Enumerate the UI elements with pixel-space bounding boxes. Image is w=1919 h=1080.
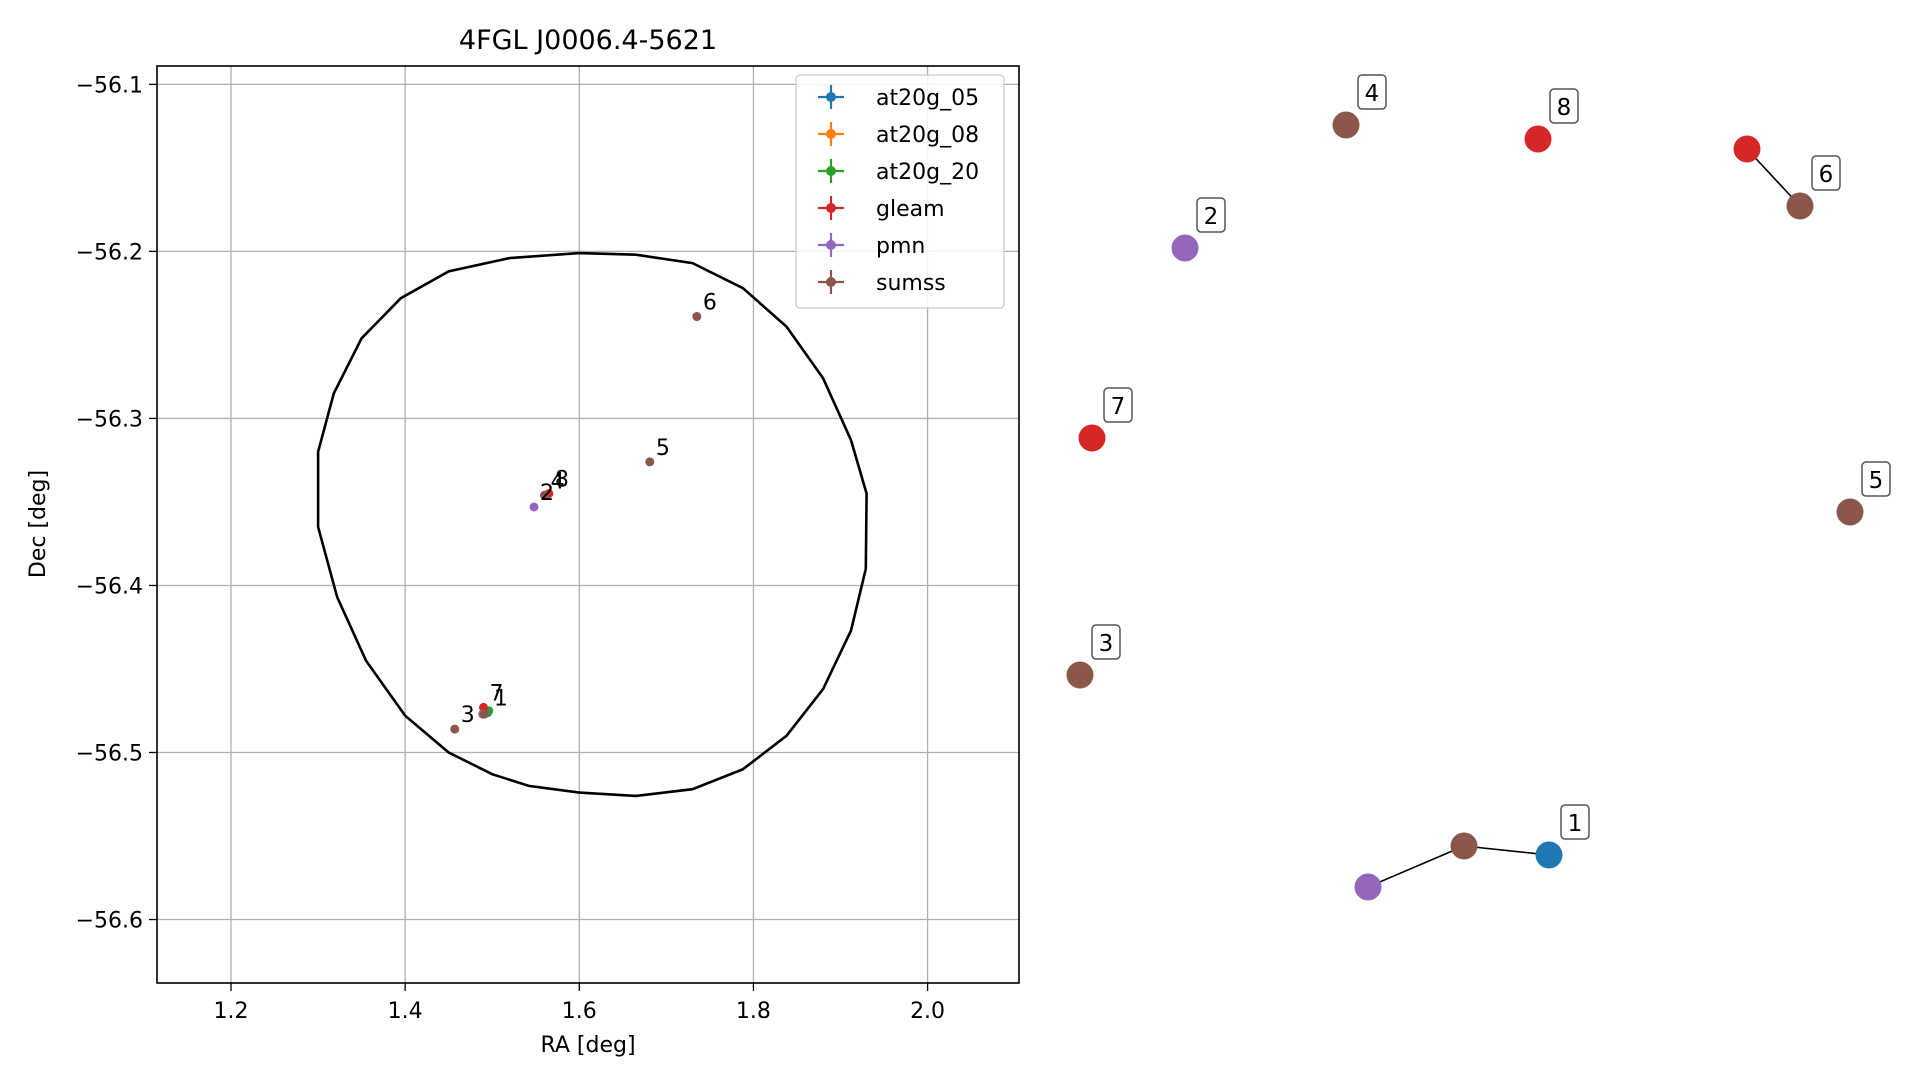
point-labels: 17 82 3 4 5 6 xyxy=(461,291,717,729)
network-panel: 1 2 3 4 5 6 7 8 xyxy=(1066,74,1891,901)
point-label: 5 xyxy=(656,436,670,461)
network-label-box xyxy=(1196,197,1226,233)
network-node-label: 7 xyxy=(1111,394,1126,420)
network-label-box xyxy=(1103,387,1133,423)
plot-frame xyxy=(156,65,1020,984)
network-node xyxy=(1078,424,1106,452)
scatter-panel: 4FGL J0006.4-5621 17 82 3 4 5 6 1.2 1.4 1.6 1.8 2… xyxy=(26,25,1020,1058)
y-tick-label: −56.2 xyxy=(76,240,143,265)
point-label: 2 xyxy=(540,481,554,506)
point-label: 8 xyxy=(555,468,569,493)
network-node xyxy=(1332,111,1360,139)
point-label: 4 xyxy=(550,469,564,494)
point-sumss xyxy=(539,490,549,500)
y-axis-ticks: −56.1 −56.2 −56.3 −56.4 −56.5 −56.6 xyxy=(76,73,157,934)
point-label: 7 xyxy=(490,681,504,706)
localization-ellipse xyxy=(316,251,868,798)
network-label-box xyxy=(1811,155,1841,191)
network-node-label: 4 xyxy=(1365,81,1380,107)
x-axis-label: RA [deg] xyxy=(540,1033,635,1058)
network-label-box xyxy=(1549,88,1579,124)
legend-marker-gleam xyxy=(826,203,836,213)
y-axis-label: Dec [deg] xyxy=(26,470,51,578)
network-edges xyxy=(1367,148,1801,888)
x-tick-label: 1.2 xyxy=(214,999,249,1024)
legend-marker-pmn xyxy=(826,240,836,250)
point-sumss xyxy=(479,709,489,719)
network-edge xyxy=(1463,845,1550,856)
point-pmn xyxy=(529,502,539,512)
y-tick-label: −56.6 xyxy=(76,909,143,934)
network-labels: 1 2 3 4 5 6 7 8 xyxy=(1091,74,1891,840)
x-axis-ticks: 1.2 1.4 1.6 1.8 2.0 xyxy=(214,983,945,1024)
legend-marker-sumss xyxy=(826,277,836,287)
ellipse-outline xyxy=(316,251,868,798)
point-gleam xyxy=(479,702,489,712)
legend-label: gleam xyxy=(876,197,945,222)
y-tick-label: −56.4 xyxy=(76,574,143,599)
legend-frame xyxy=(795,74,1005,309)
y-tick-label: −56.1 xyxy=(76,73,143,98)
point-label: 1 xyxy=(494,686,508,711)
network-node xyxy=(1786,192,1814,220)
network-label-box xyxy=(1091,624,1121,660)
network-node xyxy=(1535,841,1563,869)
network-node-label: 2 xyxy=(1204,204,1219,230)
network-node-label: 6 xyxy=(1819,162,1834,188)
network-edge xyxy=(1367,845,1465,888)
network-node xyxy=(1066,661,1094,689)
legend-label: at20g_08 xyxy=(876,123,979,148)
network-node-label: 5 xyxy=(1869,468,1884,494)
point-sumss xyxy=(692,312,702,322)
x-tick-label: 1.4 xyxy=(388,999,423,1024)
network-node xyxy=(1354,873,1382,901)
chart-title: 4FGL J0006.4-5621 xyxy=(459,25,717,56)
data-points xyxy=(450,312,702,734)
network-node-label: 1 xyxy=(1568,811,1583,837)
x-tick-label: 1.6 xyxy=(562,999,597,1024)
point-sumss xyxy=(645,457,655,467)
legend-marker-at20g_08 xyxy=(826,129,836,139)
grid xyxy=(157,66,1019,983)
network-label-box xyxy=(1560,804,1590,840)
legend-label: pmn xyxy=(876,234,925,259)
network-node xyxy=(1450,832,1478,860)
point-sumss xyxy=(450,724,460,734)
network-node xyxy=(1836,498,1864,526)
y-tick-label: −56.5 xyxy=(76,741,143,766)
legend-label: at20g_05 xyxy=(876,86,979,111)
network-label-box xyxy=(1357,74,1387,110)
network-node-label: 8 xyxy=(1557,95,1572,121)
legend-label: at20g_20 xyxy=(876,160,979,185)
legend-marker-at20g_05 xyxy=(826,92,836,102)
x-tick-label: 2.0 xyxy=(910,999,945,1024)
legend-marker-at20g_20 xyxy=(826,166,836,176)
network-nodes xyxy=(1066,111,1864,901)
network-node xyxy=(1524,125,1552,153)
network-label-box xyxy=(1861,461,1891,497)
network-node-label: 3 xyxy=(1099,631,1114,657)
point-label: 6 xyxy=(703,291,717,316)
legend-label: sumss xyxy=(876,271,946,296)
network-node xyxy=(1171,234,1199,262)
network-node xyxy=(1733,135,1761,163)
y-tick-label: −56.3 xyxy=(76,407,143,432)
x-tick-label: 1.8 xyxy=(736,999,771,1024)
point-label: 3 xyxy=(461,703,475,728)
